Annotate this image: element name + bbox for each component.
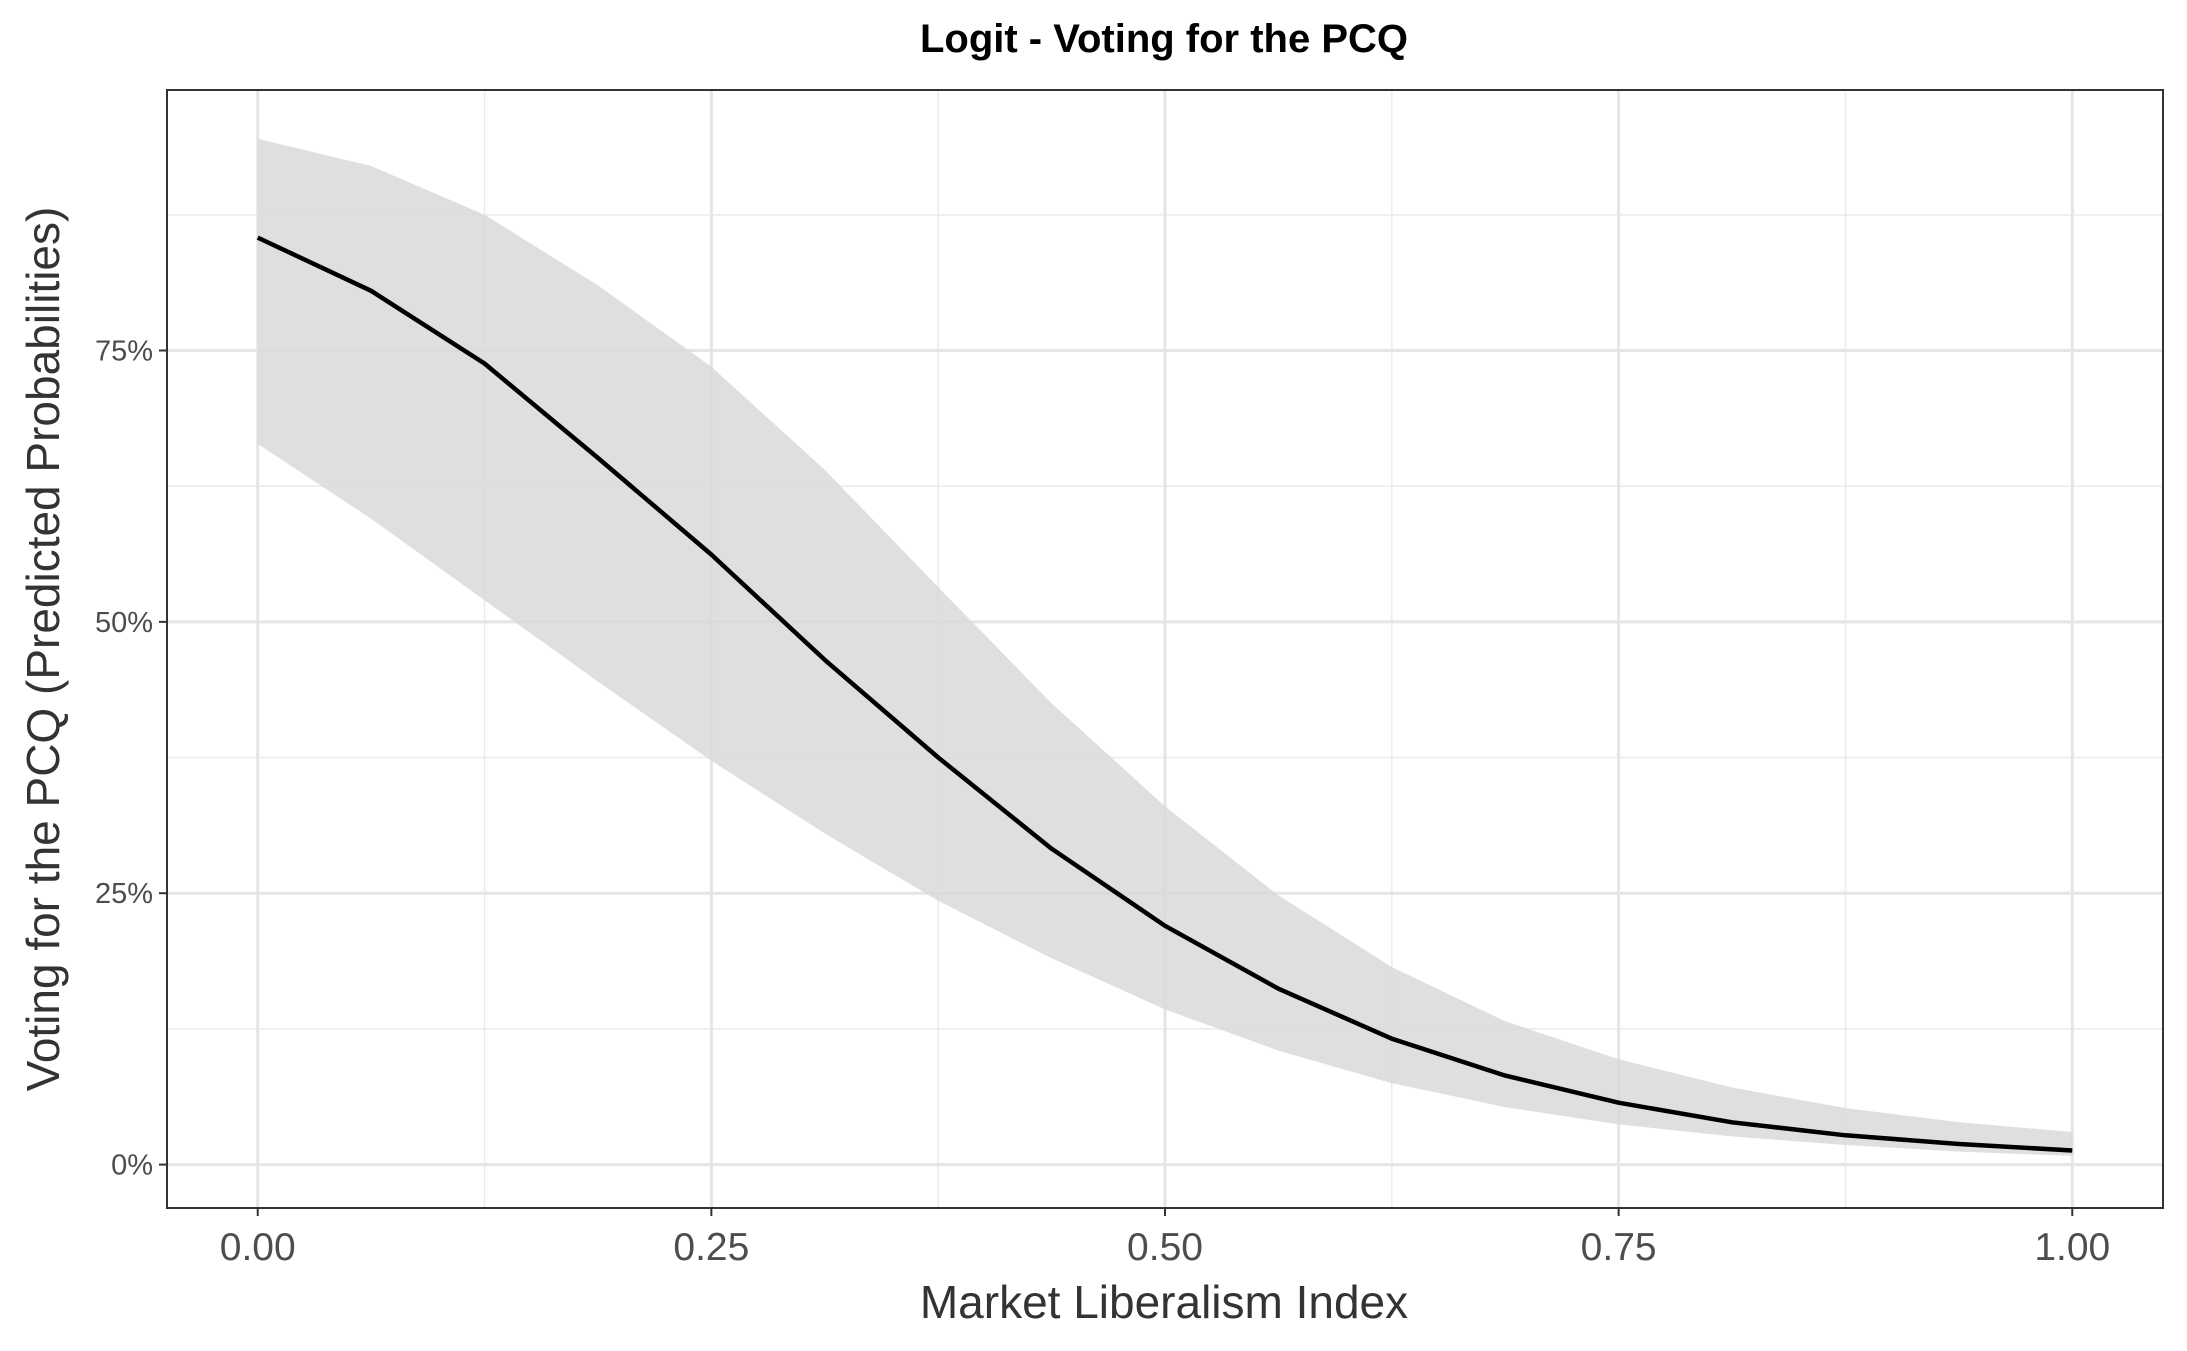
y-axis: 0% 25% 50% 75% [95, 336, 167, 1182]
y-tick-label: 25% [95, 878, 153, 910]
x-tick-label: 0.25 [673, 1226, 749, 1269]
y-axis-title: Voting for the PCQ (Predicted Probabilit… [17, 207, 69, 1092]
grid-major [167, 90, 2163, 1208]
x-axis: 0.00 0.25 0.50 0.75 1.00 [220, 1208, 2110, 1269]
x-tick-label: 0.00 [220, 1226, 296, 1269]
x-tick-label: 0.50 [1127, 1226, 1203, 1269]
x-axis-title: Market Liberalism Index [920, 1276, 1408, 1328]
y-tick-label: 50% [95, 607, 153, 639]
y-tick-label: 0% [111, 1150, 153, 1182]
predicted-probability-line [256, 235, 2073, 1153]
y-tick-label: 75% [95, 336, 153, 368]
chart-title: Logit - Voting for the PCQ [920, 17, 1408, 61]
x-tick-label: 0.75 [1581, 1226, 1657, 1269]
confidence-ribbon [257, 138, 2073, 1156]
x-tick-label: 1.00 [2034, 1226, 2110, 1269]
